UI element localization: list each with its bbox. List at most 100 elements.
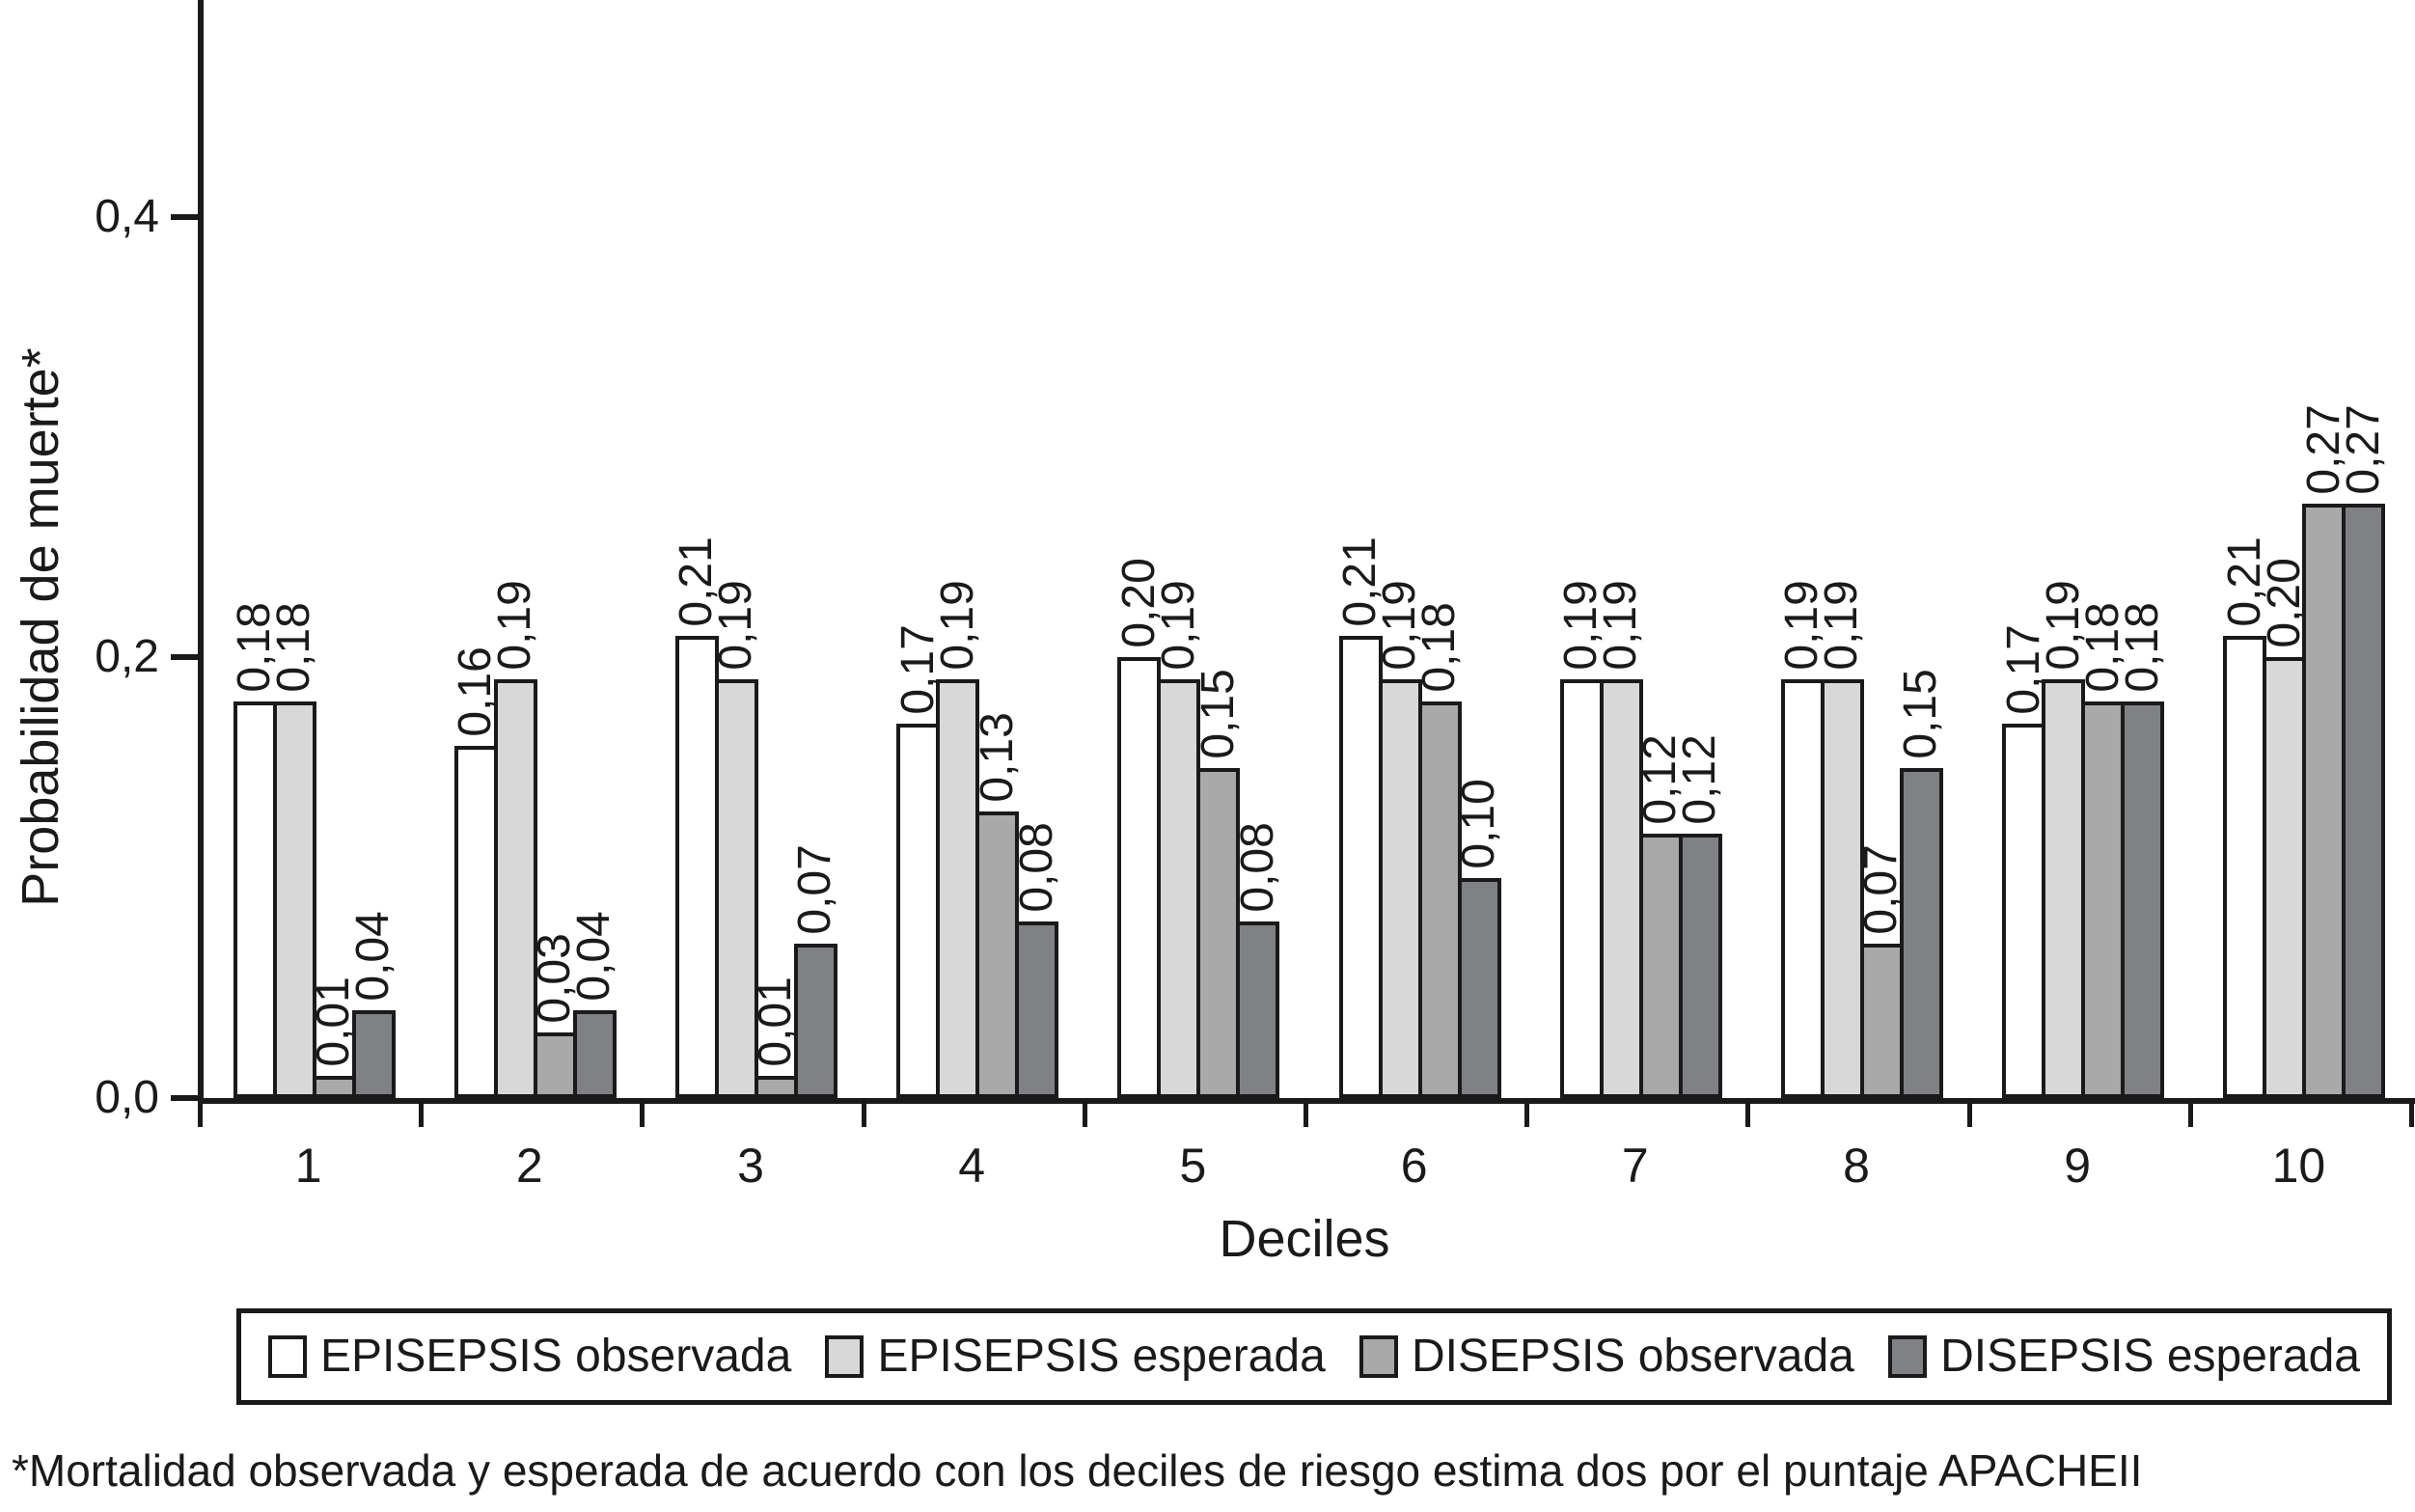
- bar-slot: 0,18: [1413, 0, 1465, 1098]
- bar-disepsis-esperada: [572, 1010, 617, 1098]
- legend-label: DISEPSIS esperada: [1940, 1331, 2360, 1382]
- legend-box: EPISEPSIS observada EPISEPSIS esperada DIS…: [236, 1308, 2392, 1405]
- bar-slot: 0,10: [1453, 0, 1504, 1098]
- x-tick: [2409, 1104, 2414, 1127]
- legend-item-disepsis-esperada: DISEPSIS esperada: [1888, 1333, 2360, 1380]
- bar-group-decile-5: 0,20 0,19 0,15 0,08: [1088, 0, 1309, 1098]
- x-tick-label-4: 4: [958, 1139, 986, 1193]
- bar-value-label: 0,15: [1895, 668, 1947, 759]
- x-tick: [1082, 1104, 1087, 1127]
- bar-slot: 0,19: [1555, 0, 1606, 1098]
- bar-slot: 0,19: [711, 0, 762, 1098]
- x-tick-label-9: 9: [2064, 1139, 2092, 1193]
- bar-value-label: 0,12: [1674, 733, 1726, 825]
- bar-disepsis-observada: [1417, 701, 1462, 1098]
- bar-disepsis-observada: [754, 1076, 798, 1098]
- bar-value-label: 0,27: [2337, 403, 2389, 495]
- bar-slot: 0,19: [2038, 0, 2089, 1098]
- bar-episepsis-esperada: [1820, 679, 1864, 1098]
- bar-disepsis-esperada: [1015, 921, 1059, 1098]
- bar-slot: 0,19: [1153, 0, 1204, 1098]
- bar-slot: 0,27: [2298, 0, 2349, 1098]
- bar-episepsis-esperada: [272, 701, 316, 1098]
- bar-slot: 0,08: [1011, 0, 1062, 1098]
- x-tick-label-3: 3: [737, 1139, 764, 1193]
- bar-slot: 0,18: [2117, 0, 2168, 1098]
- bar-episepsis-observada: [1338, 636, 1383, 1098]
- bar-slot: 0,20: [2259, 0, 2310, 1098]
- bar-slot: 0,21: [2219, 0, 2270, 1098]
- bar-slot: 0,16: [450, 0, 501, 1098]
- bar-disepsis-esperada: [1899, 768, 1943, 1098]
- bar-value-label: 0,07: [789, 843, 841, 935]
- bar-slot: 0,08: [1232, 0, 1283, 1098]
- bar-episepsis-esperada: [1599, 679, 1643, 1098]
- bar-episepsis-observada: [453, 746, 498, 1098]
- x-tick: [1304, 1104, 1308, 1127]
- bar-disepsis-esperada: [2342, 504, 2386, 1098]
- legend-label: EPISEPSIS esperada: [877, 1331, 1326, 1382]
- legend-item-disepsis-observada: DISEPSIS observada: [1358, 1333, 1854, 1380]
- bar-disepsis-esperada: [351, 1010, 396, 1098]
- bar-group-decile-2: 0,16 0,19 0,03 0,04: [425, 0, 645, 1098]
- bar-slot: 0,19: [489, 0, 540, 1098]
- bar-disepsis-observada: [1196, 768, 1241, 1098]
- x-tick-label-1: 1: [294, 1139, 322, 1193]
- bar-episepsis-esperada: [493, 679, 537, 1098]
- bar-episepsis-esperada: [2263, 657, 2307, 1098]
- x-tick-label-8: 8: [1843, 1139, 1870, 1193]
- bar-slot: 0,19: [1817, 0, 1868, 1098]
- bar-slot: 0,17: [1998, 0, 2049, 1098]
- bar-slot: 0,07: [790, 0, 841, 1098]
- bar-disepsis-observada: [533, 1032, 577, 1098]
- y-tick-label: 0,4: [95, 191, 159, 242]
- bar-group-decile-9: 0,17 0,19 0,18 0,18: [1973, 0, 2194, 1098]
- bar-disepsis-esperada: [2121, 701, 2165, 1098]
- legend-swatch: [825, 1335, 864, 1378]
- legend-label: EPISEPSIS observada: [320, 1331, 792, 1382]
- bar-slot: 0,20: [1113, 0, 1165, 1098]
- bar-slot: 0,18: [2077, 0, 2128, 1098]
- y-tick: [171, 1095, 200, 1101]
- bar-episepsis-observada: [2223, 636, 2267, 1098]
- bar-value-label: 0,04: [568, 910, 620, 1002]
- bar-episepsis-observada: [1780, 679, 1825, 1098]
- bar-episepsis-observada: [2002, 724, 2046, 1098]
- x-tick: [861, 1104, 866, 1127]
- bar-episepsis-observada: [233, 701, 277, 1098]
- legend-swatch: [1358, 1335, 1398, 1378]
- bar-disepsis-esperada: [1678, 834, 1722, 1098]
- bar-group-decile-1: 0,18 0,18 0,01 0,04: [204, 0, 425, 1098]
- bar-slot: 0,12: [1674, 0, 1725, 1098]
- bar-disepsis-observada: [312, 1076, 356, 1098]
- x-tick: [1745, 1104, 1751, 1127]
- x-tick-label-6: 6: [1400, 1139, 1428, 1193]
- bar-disepsis-esperada: [1457, 878, 1501, 1098]
- bar-slot: 0,21: [672, 0, 723, 1098]
- bar-value-label: 0,04: [347, 910, 399, 1002]
- bar-slot: 0,18: [229, 0, 280, 1098]
- x-tick-label-5: 5: [1179, 1139, 1207, 1193]
- bar-slot: 0,13: [972, 0, 1023, 1098]
- bar-disepsis-observada: [2081, 701, 2126, 1098]
- footnote: *Mortalidad observada y esperada de acue…: [12, 1445, 2143, 1496]
- legend-swatch: [1888, 1335, 1928, 1378]
- bar-value-label: 0,08: [1231, 821, 1283, 913]
- x-tick-label-10: 10: [2271, 1139, 2326, 1193]
- bar-slot: 0,07: [1856, 0, 1907, 1098]
- bar-slot: 0,04: [347, 0, 398, 1098]
- bar-value-label: 0,08: [1010, 821, 1062, 913]
- x-tick: [1966, 1104, 1972, 1127]
- legend-item-episepsis-observada: EPISEPSIS observada: [268, 1333, 791, 1380]
- bar-slot: 0,15: [1193, 0, 1244, 1098]
- bar-episepsis-observada: [1559, 679, 1604, 1098]
- y-tick: [171, 214, 200, 220]
- y-tick-label: 0,2: [95, 631, 159, 682]
- bar-slot: 0,21: [1334, 0, 1386, 1098]
- bar-episepsis-observada: [1117, 657, 1162, 1098]
- x-tick: [419, 1104, 425, 1127]
- bar-group-decile-7: 0,19 0,19 0,12 0,12: [1530, 0, 1751, 1098]
- y-axis-title: Probabilidad de muerte*: [12, 347, 69, 907]
- bar-group-decile-4: 0,17 0,19 0,13 0,08: [867, 0, 1088, 1098]
- bar-group-decile-8: 0,19 0,19 0,07 0,15: [1751, 0, 1972, 1098]
